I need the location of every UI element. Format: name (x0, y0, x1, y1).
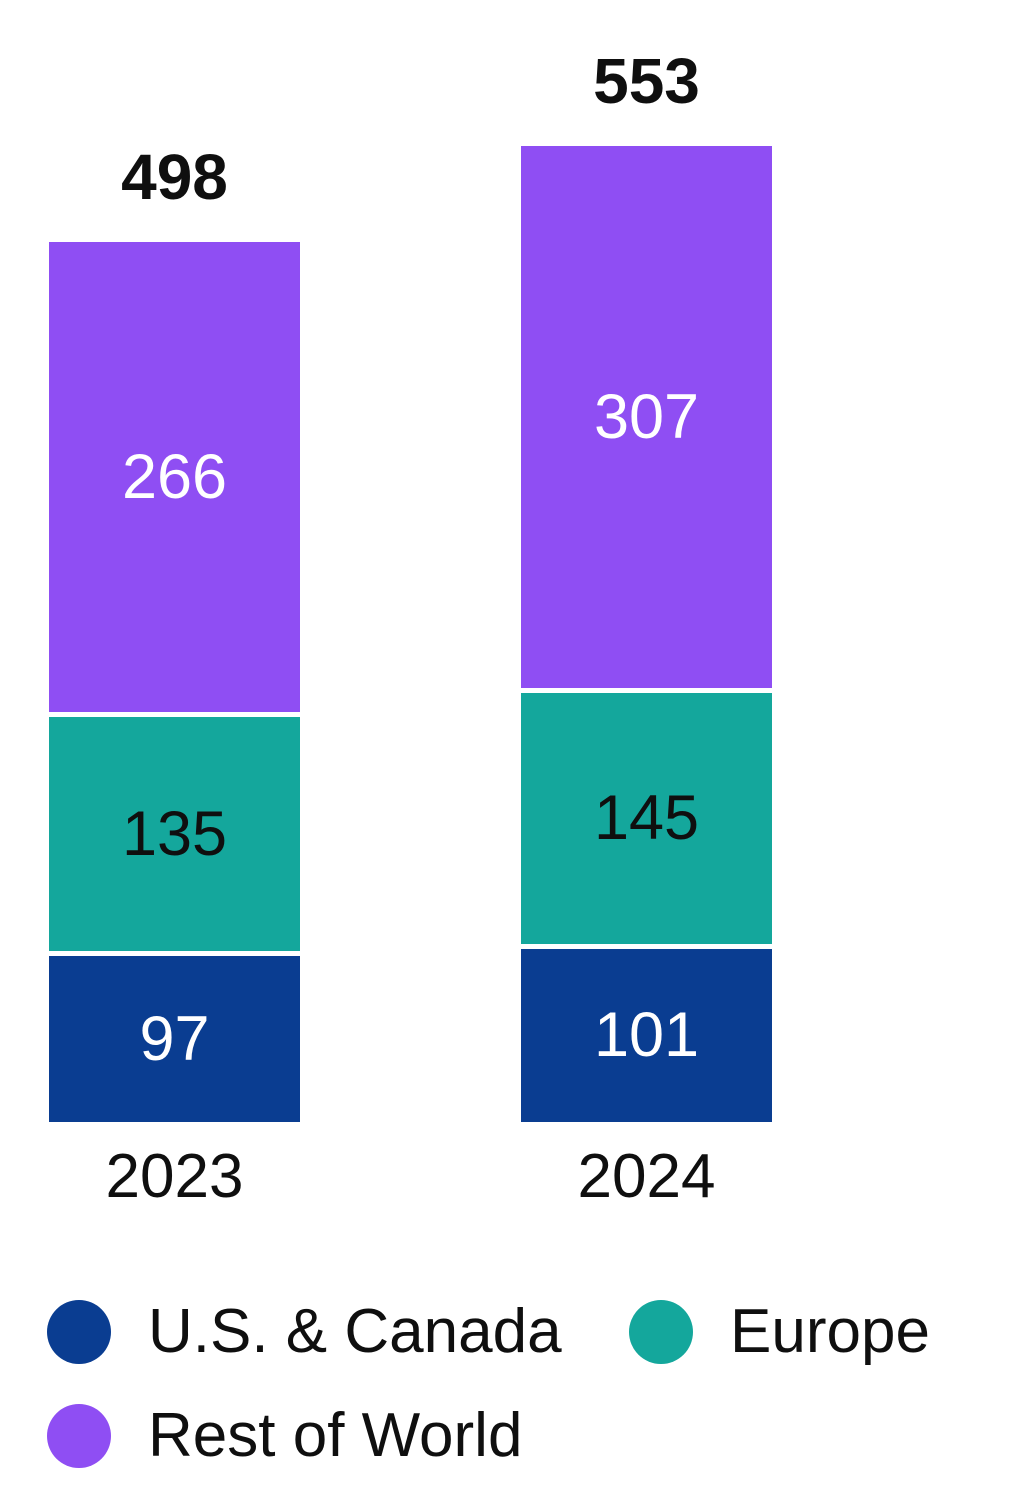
segment-value-label: 101 (593, 1000, 700, 1070)
segment-europe-2024: 145 (521, 688, 772, 944)
segment-value-label: 97 (139, 1003, 210, 1074)
x-axis-label-2023: 2023 (105, 1142, 244, 1211)
x-axis-label-2024: 2024 (577, 1142, 716, 1211)
legend-label-rest-of-world: Rest of World (148, 1401, 523, 1470)
bar-2024: 307 145 101 (521, 146, 772, 1122)
bar-group-2024: 553 307 145 101 2024 (521, 45, 772, 1208)
segment-europe-2023: 135 (49, 712, 300, 951)
bar-group-2023: 498 266 135 97 2023 (49, 141, 300, 1208)
legend-item-europe: Europe (629, 1300, 930, 1364)
legend-item-rest-of-world: Rest of World (47, 1404, 629, 1468)
legend-label-us-canada: U.S. & Canada (148, 1297, 562, 1366)
segment-value-label: 145 (593, 783, 700, 853)
segment-value-label: 266 (121, 441, 228, 512)
segment-value-label: 135 (121, 798, 228, 869)
segment-value-label: 307 (593, 381, 700, 452)
total-label-2023: 498 (121, 141, 228, 213)
total-label-2024: 553 (593, 45, 700, 117)
bar-2023: 266 135 97 (49, 242, 300, 1122)
legend-dot-rest-of-world-icon (47, 1404, 111, 1468)
legend-dot-europe-icon (629, 1300, 693, 1364)
legend: U.S. & Canada Europe Rest of World (47, 1300, 930, 1468)
segment-rest-of-world-2023: 266 (49, 242, 300, 712)
segment-rest-of-world-2024: 307 (521, 146, 772, 688)
legend-label-europe: Europe (730, 1297, 930, 1366)
legend-item-us-canada: U.S. & Canada (47, 1300, 629, 1364)
segment-us-canada-2023: 97 (49, 951, 300, 1122)
segment-us-canada-2024: 101 (521, 944, 772, 1122)
legend-dot-us-canada-icon (47, 1300, 111, 1364)
